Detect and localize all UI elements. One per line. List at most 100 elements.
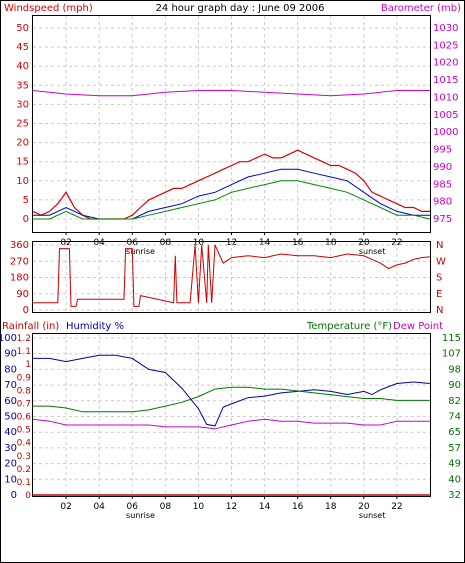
temp-panel-sunset-label: sunset — [359, 511, 386, 520]
direction-tick-label: 90 — [16, 289, 29, 300]
temp-panel-x-tick-label: 16 — [292, 502, 304, 512]
windspeed-tick-label: 20 — [16, 138, 29, 149]
rainfall-tick-label: 0.9 — [17, 373, 32, 383]
rainfall-axis-label: Rainfall (in) — [2, 321, 59, 332]
temperature-tick-label: 49 — [448, 459, 461, 470]
humidity-tick-label: 20 — [4, 459, 17, 470]
barometer-tick-label: 995 — [433, 145, 452, 156]
temp-panel-x-tick-label: 22 — [391, 502, 402, 512]
humidity-tick-label: 40 — [4, 427, 17, 438]
wind-panel-sunrise-label: sunrise — [126, 247, 155, 256]
barometer-tick-label: 1010 — [433, 92, 458, 103]
rainfall-tick-label: 0 — [25, 491, 31, 501]
rainfall-tick-label: 0.3 — [17, 452, 31, 462]
compass-tick-label: S — [436, 273, 442, 284]
temp-panel-x-tick-label: 12 — [226, 502, 237, 512]
windspeed-tick-label: 10 — [16, 176, 29, 187]
compass-tick-label: E — [436, 289, 442, 300]
windspeed-axis-label: Windspeed (mph) — [4, 3, 93, 14]
wind_avg-line — [33, 180, 431, 220]
windspeed-tick-label: 30 — [16, 99, 29, 110]
compass-tick-label: N — [436, 240, 443, 251]
temp-panel-x-tick-label: 08 — [160, 502, 172, 512]
temp-panel-x-tick-label: 18 — [325, 502, 337, 512]
rainfall-tick-label: 0.5 — [17, 426, 31, 436]
wind-panel-sunset-label: sunset — [359, 247, 386, 256]
rainfall-tick-label: 0.1 — [17, 478, 31, 488]
direction-tick-label: 0 — [23, 305, 29, 316]
humidity-tick-label: 60 — [4, 396, 17, 407]
rainfall-tick-label: 0.7 — [17, 399, 31, 409]
rainfall-tick-label: 0.8 — [17, 386, 32, 396]
temperature-tick-label: 40 — [448, 474, 461, 485]
temperature-axis-label: Temperature (°F) — [306, 321, 392, 332]
humidity-tick-label: 30 — [4, 443, 17, 454]
rainfall-tick-label: 1 — [25, 360, 31, 370]
rainfall-tick-label: 0.2 — [17, 465, 31, 475]
direction-panel-frame — [32, 241, 431, 313]
barometer-tick-label: 980 — [433, 197, 452, 208]
barometer-axis-label: Barometer (mb) — [381, 3, 461, 14]
temperature-tick-label: 74 — [448, 412, 461, 423]
barometer-tick-label: 1005 — [433, 110, 458, 121]
compass-tick-label: W — [436, 256, 446, 267]
direction-tick-label: 270 — [10, 256, 29, 267]
humidity-axis-label: Humidity % — [66, 321, 124, 332]
barometer-tick-label: 1015 — [433, 75, 458, 86]
barometer-tick-label: 990 — [433, 162, 452, 173]
humidity-tick-label: 0 — [11, 490, 17, 501]
temp-panel-x-tick-label: 04 — [93, 502, 105, 512]
temperature-tick-label: 57 — [448, 443, 461, 454]
direction-tick-label: 360 — [10, 240, 29, 251]
windspeed-tick-label: 35 — [16, 80, 29, 91]
barometer-tick-label: 1030 — [433, 23, 458, 34]
dewpoint-line — [32, 418, 430, 430]
barometer-tick-label: 975 — [433, 214, 452, 225]
temp-panel-x-tick-label: 10 — [193, 502, 205, 512]
windspeed-tick-label: 5 — [23, 195, 29, 206]
barometer-tick-label: 985 — [433, 179, 452, 190]
humidity-tick-label: 100 — [0, 333, 17, 344]
dewpoint-axis-label: Dew Point — [393, 321, 443, 332]
windspeed-tick-label: 25 — [16, 119, 29, 130]
temperature-line — [33, 386, 430, 413]
windspeed-tick-label: 0 — [23, 214, 29, 225]
temperature-tick-label: 32 — [448, 490, 461, 501]
rainfall-tick-label: 1.1 — [17, 347, 31, 357]
barometer-tick-label: 1025 — [433, 40, 458, 51]
windspeed-tick-label: 50 — [16, 23, 29, 34]
windspeed-tick-label: 45 — [16, 42, 29, 53]
temperature-tick-label: 90 — [448, 380, 461, 391]
compass-tick-label: N — [436, 305, 443, 316]
rainfall-tick-label: 0.6 — [17, 413, 32, 423]
temp-panel-x-tick-label: 20 — [358, 502, 370, 512]
barometer-tick-label: 1000 — [433, 127, 458, 138]
temp-panel-sunrise-label: sunrise — [126, 511, 155, 520]
temperature-tick-label: 115 — [442, 333, 461, 344]
barometer-line — [32, 90, 430, 97]
humidity-tick-label: 10 — [4, 474, 17, 485]
gust_avg-line — [33, 168, 430, 220]
temp-panel-x-tick-label: 06 — [127, 502, 139, 512]
temperature-tick-label: 82 — [448, 396, 461, 407]
rainfall-tick-label: 0.4 — [17, 439, 32, 449]
barometer-tick-label: 1020 — [433, 58, 458, 69]
chart-title: 24 hour graph day : June 09 2006 — [156, 3, 325, 14]
windspeed-tick-label: 40 — [16, 61, 29, 72]
temperature-tick-label: 107 — [442, 349, 461, 360]
humidity-line — [33, 354, 431, 427]
humidity-tick-label: 50 — [4, 412, 17, 423]
temperature-tick-label: 98 — [448, 364, 461, 375]
humidity-tick-label: 70 — [4, 380, 17, 391]
direction-line — [33, 244, 431, 307]
temperature-tick-label: 65 — [448, 427, 461, 438]
humidity-tick-label: 90 — [4, 349, 17, 360]
temp-panel-x-tick-label: 14 — [259, 502, 271, 512]
direction-tick-label: 180 — [10, 273, 29, 284]
temp-panel-x-tick-label: 02 — [60, 502, 71, 512]
rainfall-tick-label: 1.2 — [17, 334, 31, 344]
windspeed-tick-label: 15 — [16, 157, 29, 168]
humidity-tick-label: 80 — [4, 364, 17, 375]
